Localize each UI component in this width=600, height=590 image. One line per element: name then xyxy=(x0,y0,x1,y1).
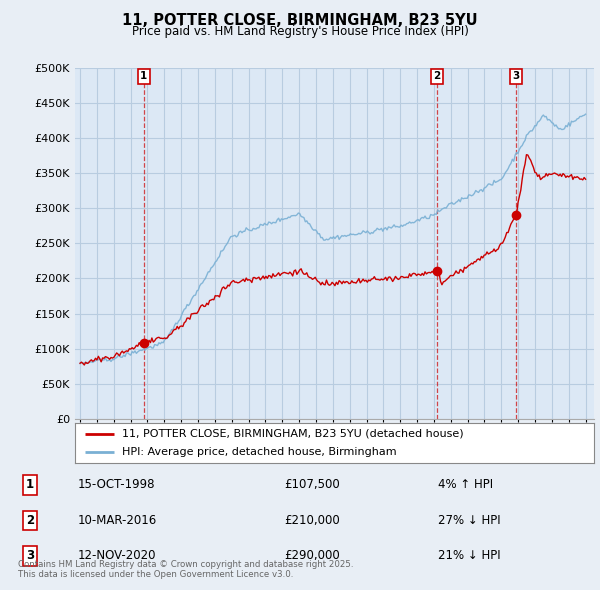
Text: 27% ↓ HPI: 27% ↓ HPI xyxy=(438,514,500,527)
Text: 21% ↓ HPI: 21% ↓ HPI xyxy=(438,549,500,562)
Text: 1: 1 xyxy=(140,71,148,81)
Text: £210,000: £210,000 xyxy=(284,514,340,527)
Text: Price paid vs. HM Land Registry's House Price Index (HPI): Price paid vs. HM Land Registry's House … xyxy=(131,25,469,38)
Text: £290,000: £290,000 xyxy=(284,549,340,562)
Text: 3: 3 xyxy=(512,71,520,81)
Text: 3: 3 xyxy=(26,549,34,562)
Text: 10-MAR-2016: 10-MAR-2016 xyxy=(78,514,157,527)
Text: 2: 2 xyxy=(26,514,34,527)
Text: Contains HM Land Registry data © Crown copyright and database right 2025.
This d: Contains HM Land Registry data © Crown c… xyxy=(18,560,353,579)
Text: 11, POTTER CLOSE, BIRMINGHAM, B23 5YU (detached house): 11, POTTER CLOSE, BIRMINGHAM, B23 5YU (d… xyxy=(122,429,463,439)
Text: 1: 1 xyxy=(26,478,34,491)
Text: 15-OCT-1998: 15-OCT-1998 xyxy=(78,478,155,491)
Text: 12-NOV-2020: 12-NOV-2020 xyxy=(78,549,157,562)
Text: £107,500: £107,500 xyxy=(284,478,340,491)
Text: 11, POTTER CLOSE, BIRMINGHAM, B23 5YU: 11, POTTER CLOSE, BIRMINGHAM, B23 5YU xyxy=(122,13,478,28)
Text: HPI: Average price, detached house, Birmingham: HPI: Average price, detached house, Birm… xyxy=(122,447,397,457)
Text: 2: 2 xyxy=(433,71,441,81)
Text: 4% ↑ HPI: 4% ↑ HPI xyxy=(438,478,493,491)
